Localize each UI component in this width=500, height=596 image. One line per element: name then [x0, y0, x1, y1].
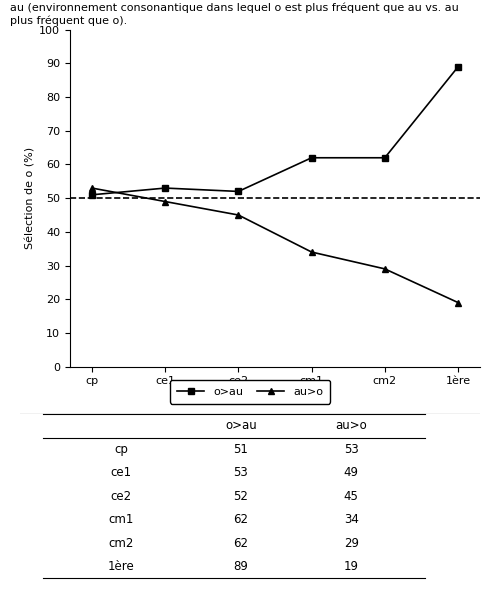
au>o — [236, 212, 242, 219]
Text: 19: 19 — [344, 560, 358, 573]
Text: cp: cp — [114, 443, 128, 456]
Text: 45: 45 — [344, 490, 358, 503]
Text: o>au: o>au — [225, 420, 256, 433]
Text: 53: 53 — [234, 466, 248, 479]
Text: 62: 62 — [234, 536, 248, 550]
Text: cm1: cm1 — [108, 513, 134, 526]
Text: 34: 34 — [344, 513, 358, 526]
Text: ce1: ce1 — [110, 466, 132, 479]
Text: au (environnement consonantique dans lequel o est plus fréquent que au vs. au
pl: au (environnement consonantique dans leq… — [10, 3, 459, 26]
Text: 89: 89 — [234, 560, 248, 573]
o>au — [236, 188, 242, 195]
Text: 53: 53 — [344, 443, 358, 456]
au>o — [455, 299, 461, 306]
au>o — [89, 185, 95, 192]
Text: cm2: cm2 — [108, 536, 134, 550]
o>au — [89, 191, 95, 198]
Text: 49: 49 — [344, 466, 358, 479]
Text: 1ère: 1ère — [108, 560, 134, 573]
X-axis label: Age: Age — [262, 392, 288, 405]
o>au — [382, 154, 388, 162]
au>o — [382, 265, 388, 272]
au>o — [308, 249, 314, 256]
Text: ce2: ce2 — [110, 490, 132, 503]
Text: 62: 62 — [234, 513, 248, 526]
Text: 29: 29 — [344, 536, 358, 550]
Text: au>o: au>o — [336, 420, 367, 433]
o>au — [455, 63, 461, 70]
Text: 52: 52 — [234, 490, 248, 503]
au>o — [162, 198, 168, 205]
Legend: o>au, au>o: o>au, au>o — [170, 380, 330, 403]
Text: 51: 51 — [234, 443, 248, 456]
o>au — [162, 185, 168, 192]
Line: au>o: au>o — [88, 185, 462, 306]
Y-axis label: Sélection de o (%): Sélection de o (%) — [25, 147, 35, 249]
Line: o>au: o>au — [88, 63, 462, 198]
o>au — [308, 154, 314, 162]
